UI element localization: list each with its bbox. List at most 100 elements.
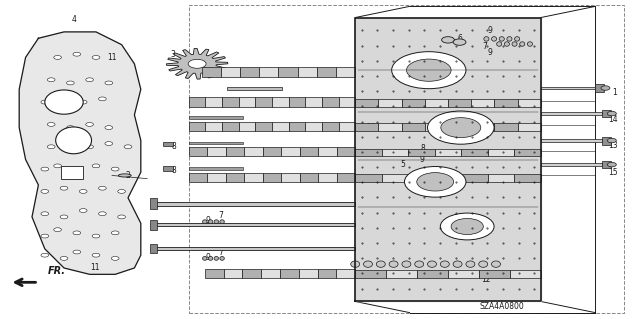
Polygon shape [189, 173, 207, 182]
Text: 8: 8 [420, 168, 425, 177]
Polygon shape [494, 99, 518, 107]
Polygon shape [339, 97, 355, 107]
Polygon shape [300, 147, 318, 156]
Circle shape [607, 138, 616, 143]
Polygon shape [226, 147, 244, 156]
Circle shape [607, 111, 616, 116]
Polygon shape [381, 174, 408, 182]
Polygon shape [239, 97, 255, 107]
Text: 8: 8 [172, 166, 177, 175]
Text: 11: 11 [90, 263, 99, 272]
Circle shape [73, 52, 81, 56]
Ellipse shape [415, 261, 424, 267]
Circle shape [607, 162, 616, 167]
Ellipse shape [440, 261, 449, 267]
Circle shape [442, 37, 454, 43]
Polygon shape [602, 137, 611, 145]
Polygon shape [515, 149, 541, 156]
Polygon shape [355, 123, 378, 131]
Polygon shape [221, 67, 240, 77]
Polygon shape [378, 123, 402, 131]
Circle shape [73, 231, 81, 235]
Text: 8: 8 [420, 144, 425, 153]
Circle shape [92, 234, 100, 238]
Polygon shape [602, 161, 611, 168]
Polygon shape [322, 122, 339, 131]
Polygon shape [281, 173, 300, 182]
Polygon shape [518, 99, 541, 107]
Circle shape [105, 81, 113, 85]
Polygon shape [261, 269, 280, 278]
Polygon shape [189, 142, 243, 144]
Polygon shape [461, 174, 488, 182]
Circle shape [92, 56, 100, 59]
Text: 9: 9 [205, 216, 211, 225]
Polygon shape [163, 142, 173, 146]
Polygon shape [150, 244, 157, 253]
Polygon shape [381, 149, 408, 156]
Circle shape [92, 253, 100, 257]
Polygon shape [317, 269, 337, 278]
Polygon shape [448, 270, 479, 278]
Polygon shape [189, 147, 207, 156]
Text: 10: 10 [366, 123, 376, 132]
Text: 9: 9 [487, 48, 492, 57]
Polygon shape [435, 174, 461, 182]
Circle shape [47, 122, 55, 126]
Polygon shape [263, 147, 281, 156]
Ellipse shape [507, 37, 512, 41]
Polygon shape [305, 97, 322, 107]
Ellipse shape [504, 42, 509, 46]
Circle shape [41, 212, 49, 216]
Polygon shape [189, 167, 243, 170]
Ellipse shape [484, 37, 489, 41]
Circle shape [67, 142, 74, 145]
Polygon shape [402, 99, 425, 107]
Polygon shape [272, 97, 289, 107]
Text: 1: 1 [612, 88, 617, 97]
Circle shape [47, 78, 55, 82]
Ellipse shape [402, 261, 411, 267]
Polygon shape [417, 270, 448, 278]
Polygon shape [448, 123, 471, 131]
Polygon shape [163, 166, 173, 171]
Polygon shape [259, 67, 278, 77]
Text: 3: 3 [170, 50, 175, 59]
Circle shape [41, 189, 49, 193]
Circle shape [60, 186, 68, 190]
Circle shape [105, 142, 113, 145]
Ellipse shape [202, 220, 207, 224]
Circle shape [105, 126, 113, 130]
Circle shape [451, 219, 483, 234]
Text: 14: 14 [608, 115, 618, 124]
Ellipse shape [520, 42, 525, 46]
Text: 9: 9 [487, 26, 492, 35]
Ellipse shape [220, 256, 225, 260]
Circle shape [41, 167, 49, 171]
Polygon shape [425, 123, 448, 131]
Polygon shape [255, 122, 272, 131]
Polygon shape [318, 147, 337, 156]
Polygon shape [541, 139, 602, 142]
Ellipse shape [492, 37, 497, 41]
Text: 5: 5 [401, 160, 406, 169]
Circle shape [86, 122, 93, 126]
Circle shape [111, 256, 119, 260]
Text: 11: 11 [108, 53, 116, 62]
Circle shape [99, 97, 106, 101]
Polygon shape [189, 97, 205, 107]
Polygon shape [595, 84, 604, 92]
Polygon shape [150, 198, 157, 209]
Polygon shape [518, 123, 541, 131]
Polygon shape [154, 202, 355, 206]
Polygon shape [154, 223, 355, 226]
Ellipse shape [527, 42, 532, 46]
Text: 2: 2 [125, 171, 131, 180]
Polygon shape [386, 270, 417, 278]
Ellipse shape [214, 256, 219, 260]
Ellipse shape [512, 42, 517, 46]
Polygon shape [205, 122, 222, 131]
Circle shape [79, 100, 87, 104]
Circle shape [54, 228, 61, 232]
Text: 4: 4 [71, 15, 76, 24]
